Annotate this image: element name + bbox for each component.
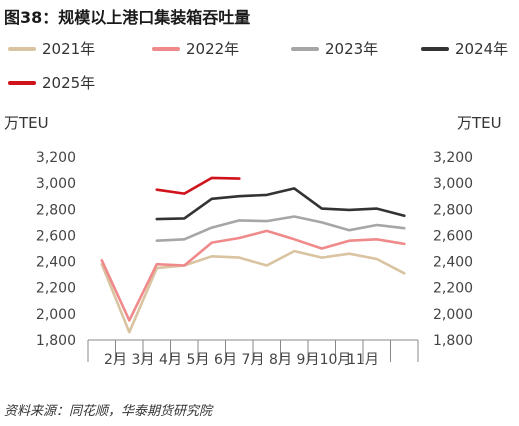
x-tick-label: 3月 <box>132 352 155 368</box>
x-tick-label: 5月 <box>187 352 210 368</box>
x-tick-label: 8月 <box>269 352 292 368</box>
legend-label: 2021年 <box>42 40 96 58</box>
legend-label: 2023年 <box>325 40 379 58</box>
x-tick-label: 6月 <box>214 352 237 368</box>
y-tick-left: 1,800 <box>36 333 76 349</box>
legend-label: 2022年 <box>186 40 240 58</box>
y-tick-right: 2,000 <box>433 307 473 323</box>
left-axis-unit: 万TEU <box>4 114 49 132</box>
x-tick-label: 7月 <box>242 352 265 368</box>
y-tick-right: 2,400 <box>433 255 473 271</box>
y-tick-left: 3,200 <box>36 150 76 166</box>
legend-item-2021: 2021年 <box>8 38 95 59</box>
y-tick-left: 3,000 <box>36 176 76 192</box>
y-tick-right: 2,800 <box>433 202 473 218</box>
x-tick-label: 2月 <box>104 352 127 368</box>
series-line-2023 <box>155 215 406 242</box>
legend-item-2023: 2023年 <box>291 38 378 59</box>
y-tick-right: 1,800 <box>433 333 473 349</box>
legend-item-2025: 2025年 <box>8 72 95 93</box>
legend-item-2024: 2024年 <box>421 38 508 59</box>
y-tick-right: 3,200 <box>433 150 473 166</box>
y-tick-right: 2,600 <box>433 228 473 244</box>
y-tick-right: 2,200 <box>433 281 473 297</box>
y-tick-left: 2,200 <box>36 281 76 297</box>
legend-swatch <box>8 46 36 51</box>
x-tick-label: 4月 <box>159 352 182 368</box>
legend-swatch <box>421 46 449 51</box>
legend-swatch <box>291 46 319 51</box>
y-tick-left: 2,600 <box>36 228 76 244</box>
y-tick-right: 3,000 <box>433 176 473 192</box>
legend-item-2022: 2022年 <box>152 38 239 59</box>
x-tick-label: 11月 <box>347 352 379 368</box>
series-line-2022 <box>100 229 406 322</box>
y-tick-left: 2,000 <box>36 307 76 323</box>
x-tick-label: 10月 <box>320 352 352 368</box>
chart-title: 图38：规模以上港口集装箱吞吐量 <box>4 8 251 27</box>
series-line-2025 <box>155 176 241 195</box>
series-line-2021 <box>100 249 406 334</box>
legend-label: 2025年 <box>42 74 96 92</box>
y-tick-left: 2,400 <box>36 255 76 271</box>
right-axis-unit: 万TEU <box>457 114 502 132</box>
legend-swatch <box>152 46 180 51</box>
y-tick-left: 2,800 <box>36 202 76 218</box>
source-note: 资料来源：同花顺，华泰期货研究院 <box>4 404 213 419</box>
series-line-2024 <box>155 187 406 221</box>
x-tick-label: 9月 <box>297 352 320 368</box>
legend-label: 2024年 <box>455 40 509 58</box>
legend-swatch <box>8 80 36 85</box>
